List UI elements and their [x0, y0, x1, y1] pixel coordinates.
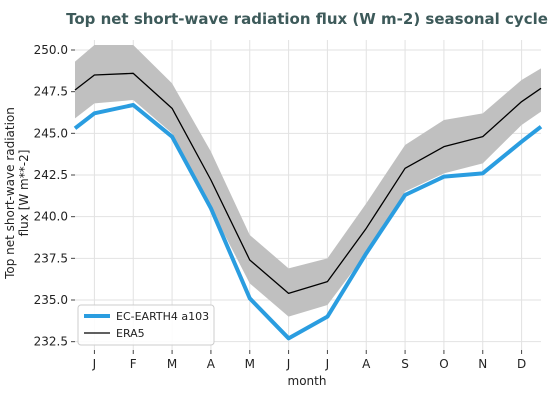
range-band-area	[75, 45, 541, 317]
y-axis-label-line2: flux [W m**-2]	[17, 150, 31, 237]
y-tick-label: 232.5	[34, 335, 68, 349]
legend: EC-EARTH4 a103 ERA5	[77, 304, 215, 346]
x-tick-label: J	[92, 357, 97, 371]
x-tick-label: O	[439, 357, 448, 371]
y-tick-label: 235.0	[34, 293, 68, 307]
series-lines	[73, 72, 543, 341]
y-tick-label: 242.5	[34, 168, 68, 182]
x-tick-label: A	[362, 357, 371, 371]
x-tick-label: M	[245, 357, 255, 371]
y-tick-label: 247.5	[34, 85, 68, 99]
y-axis-ticks: 232.5 235.0 237.5 240.0 242.5 245.0 247.5 250.0	[34, 43, 75, 349]
x-tick-label: S	[401, 357, 409, 371]
x-tick-label: J	[325, 357, 330, 371]
y-axis-label-line1: Top net short-wave radiation	[3, 107, 17, 280]
y-axis-label: Top net short-wave radiation flux [W m**…	[3, 107, 31, 280]
legend-label-era5: ERA5	[116, 327, 145, 340]
x-tick-label: D	[517, 357, 526, 371]
x-tick-label: M	[167, 357, 177, 371]
y-tick-label: 245.0	[34, 126, 68, 140]
series-line-ec-earth4	[73, 103, 543, 341]
y-tick-label: 250.0	[34, 43, 68, 57]
x-tick-label: J	[286, 357, 291, 371]
x-axis-label: month	[288, 374, 327, 388]
legend-label-ec-earth4: EC-EARTH4 a103	[116, 310, 209, 323]
y-tick-label: 237.5	[34, 251, 68, 265]
series-line-era5	[74, 72, 542, 294]
y-tick-label: 240.0	[34, 210, 68, 224]
range-band	[75, 45, 541, 317]
x-tick-label: F	[130, 357, 137, 371]
legend-box	[77, 304, 215, 346]
x-tick-label: N	[478, 357, 487, 371]
chart-title: Top net short-wave radiation flux (W m-2…	[66, 10, 548, 28]
x-tick-label: A	[207, 357, 216, 371]
